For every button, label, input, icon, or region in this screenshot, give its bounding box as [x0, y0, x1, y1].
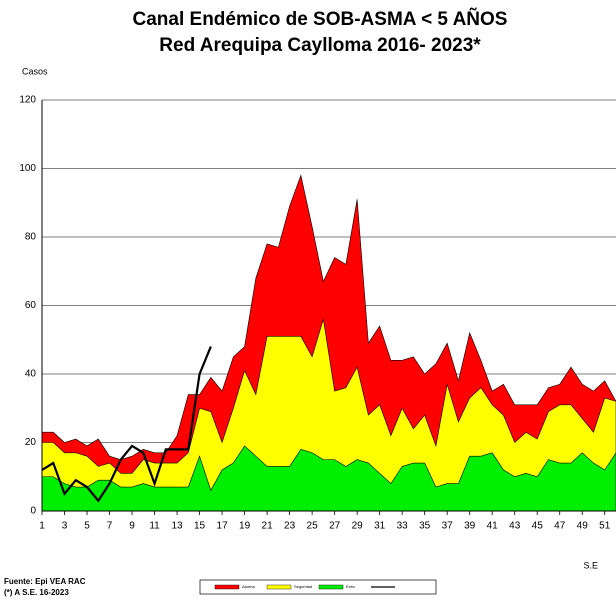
legend-label: Éxito — [346, 584, 356, 589]
y-tick-label: 120 — [19, 95, 36, 106]
note: (*) A S.E. 16-2023 — [4, 588, 69, 597]
plot — [41, 174, 616, 512]
x-tick-label: 1 — [39, 521, 45, 532]
area — [41, 445, 616, 512]
x-axis-label: S.E — [583, 560, 598, 570]
x-tick-label: 29 — [352, 521, 364, 532]
y-axis-label: Casos — [22, 66, 48, 76]
x-tick-label: 17 — [217, 521, 229, 532]
y-tick-label: 20 — [25, 437, 37, 448]
x-tick-label: 49 — [577, 521, 589, 532]
y-tick-label: 40 — [25, 369, 37, 380]
x-tick-label: 19 — [239, 521, 251, 532]
chart-subtitle: Red Arequipa Caylloma 2016- 2023* — [159, 35, 481, 56]
x-tick-label: 25 — [307, 521, 319, 532]
legend-label: Seguridad — [294, 584, 312, 589]
x-tick-label: 11 — [149, 521, 160, 532]
source: Fuente: Epi VEA RAC — [4, 577, 86, 586]
x-tick-label: 9 — [129, 521, 135, 532]
legend-swatch — [266, 584, 292, 590]
legend-swatch — [214, 584, 240, 590]
x-tick-label: 43 — [509, 521, 521, 532]
x-tick-label: 47 — [554, 521, 566, 532]
x-tick-label: 7 — [107, 521, 113, 532]
x-tick-label: 31 — [374, 521, 386, 532]
x-tick-label: 51 — [599, 521, 611, 532]
legend-swatch — [318, 584, 344, 590]
x-tick-label: 23 — [284, 521, 296, 532]
chart-title: Canal Endémico de SOB-ASMA < 5 AÑOS — [133, 8, 508, 30]
x-tick-label: 33 — [397, 521, 409, 532]
y-tick-label: 80 — [25, 232, 37, 243]
x-tick-label: 27 — [329, 521, 341, 532]
y-tick-label: 100 — [19, 163, 36, 174]
x-tick-label: 39 — [464, 521, 476, 532]
x-tick-label: 13 — [171, 521, 183, 532]
line — [41, 346, 212, 503]
x-tick-label: 5 — [84, 521, 90, 532]
y-tick-label: 60 — [25, 300, 37, 311]
x-tick-label: 45 — [532, 521, 544, 532]
legend-label: Alarma — [242, 584, 255, 589]
x-tick-label: 15 — [194, 521, 206, 532]
legend: Alarma Seguridad Éxito — [214, 584, 395, 590]
x-tick-label: 35 — [419, 521, 431, 532]
y-tick-label: 0 — [30, 506, 36, 517]
legend-box — [199, 579, 437, 595]
x-tick-label: 41 — [487, 521, 499, 532]
x-tick-label: 3 — [62, 521, 68, 532]
x-tick-label: 37 — [442, 521, 454, 532]
x-tick-label: 21 — [262, 521, 274, 532]
